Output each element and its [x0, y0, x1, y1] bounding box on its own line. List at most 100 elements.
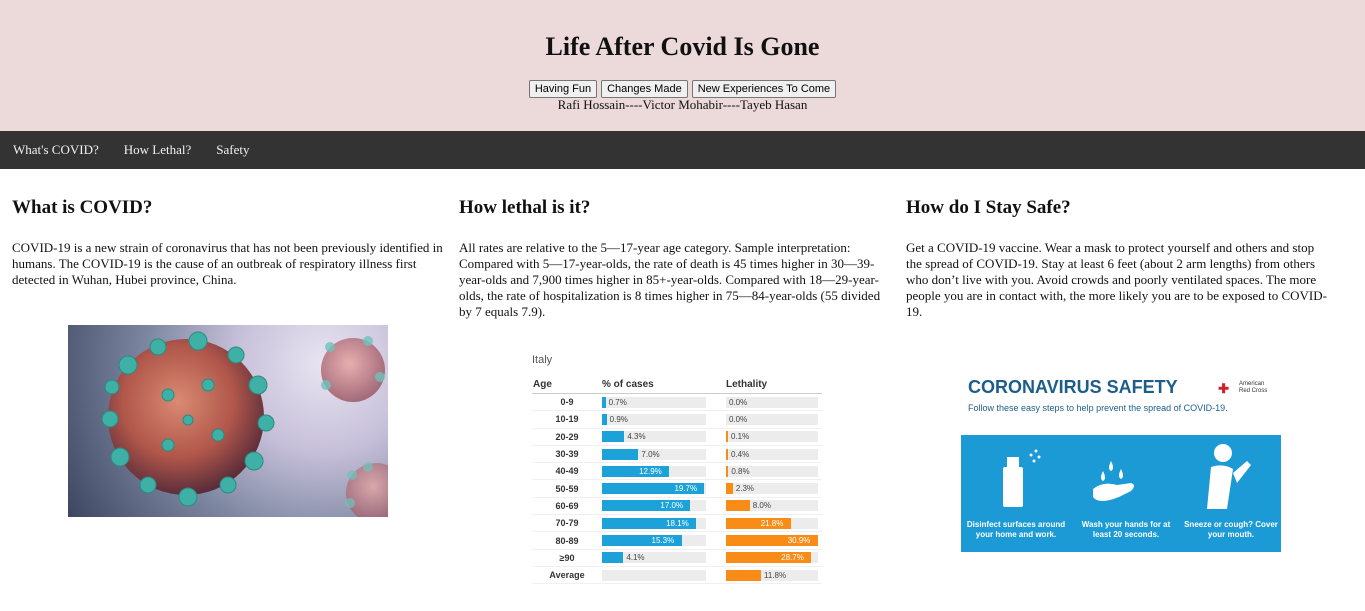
section-heading: How lethal is it?	[459, 197, 591, 218]
red-cross-logo-text: American Red Cross	[1239, 381, 1268, 394]
chart-age-label: 0-9	[560, 397, 574, 408]
sneeze-person-icon	[1207, 444, 1251, 509]
cases-data-label: 12.9%	[639, 466, 662, 476]
lethality-bar	[726, 465, 729, 477]
cases-bar	[602, 413, 607, 425]
safety-step-wash-hands: Wash your hands for at least 20 seconds.	[1081, 520, 1171, 539]
cases-bar	[602, 465, 670, 477]
chart-age-label: 50-59	[555, 483, 579, 494]
chart-row: 50-59 19.7% 2.3%	[532, 480, 822, 498]
lethality-bar-track: 0.0%	[726, 413, 818, 425]
lethality-bar	[726, 448, 728, 460]
cases-bar-track: 12.9%	[602, 465, 706, 477]
section-stay-safe: How do I Stay Safe? Get a COVID-19 vacci…	[906, 169, 1353, 584]
cases-data-label: 18.1%	[666, 518, 689, 528]
coronavirus-illustration	[101, 331, 388, 517]
nav-link-whats-covid[interactable]: What's COVID?	[13, 142, 99, 157]
lethality-data-label: 28.7%	[781, 553, 804, 563]
cases-bar	[602, 396, 606, 408]
lethality-bar-track: 8.0%	[726, 500, 818, 512]
cases-bar-track: 4.1%	[602, 552, 706, 564]
lethality-bar-track: 11.8%	[726, 569, 818, 581]
new-experiences-button[interactable]: New Experiences To Come	[691, 80, 837, 98]
red-cross-icon: ✚	[1218, 381, 1229, 396]
cases-bar	[602, 483, 705, 495]
cases-data-label: 7.0%	[641, 449, 660, 459]
lethality-data-label: 0.4%	[731, 449, 750, 459]
lethality-data-label: 0.0%	[729, 397, 748, 407]
chart-row: 40-49 12.9% 0.8%	[532, 463, 822, 481]
cases-bar-track	[602, 569, 706, 581]
cases-bar-track: 17.0%	[602, 500, 706, 512]
lethality-bar-track: 30.9%	[726, 535, 818, 547]
cases-data-label: 4.3%	[627, 432, 646, 442]
lethality-bar	[726, 552, 812, 564]
safety-step-disinfect: Disinfect surfaces around your home and …	[966, 520, 1066, 539]
authors-line: Rafi Hossain----Victor Mohabir----Tayeb …	[557, 97, 808, 112]
cases-bar	[602, 552, 624, 564]
page-title: Life After Covid Is Gone	[545, 32, 820, 61]
lethality-bar-track: 0.4%	[726, 448, 818, 460]
lethality-data-label: 0.8%	[731, 466, 750, 476]
cases-bar	[602, 500, 691, 512]
lethality-bar	[726, 500, 750, 512]
chart-title: Italy	[532, 354, 553, 366]
section-heading: How do I Stay Safe?	[906, 197, 1071, 218]
chart-row: ≥90 4.1% 28.7%	[532, 550, 822, 567]
chart-row: 80-89 15.3% 30.9%	[532, 532, 822, 550]
lethality-data-label: 30.9%	[787, 536, 811, 546]
cases-data-label: 17.0%	[660, 501, 684, 511]
safety-steps-panel: Disinfect surfaces around your home and …	[961, 435, 1281, 552]
chart-row: 20-29 4.3% 0.1%	[532, 429, 822, 446]
chart-row: Average 11.8%	[532, 567, 822, 585]
chart-age-label: 60-69	[555, 500, 579, 511]
header-button-group: Having Fun Changes Made New Experiences …	[0, 80, 1365, 98]
coronavirus-safety-graphic: CORONAVIRUS SAFETY Follow these easy ste…	[961, 375, 1281, 552]
cases-bar	[602, 517, 697, 529]
lethality-data-label: 8.0%	[752, 501, 771, 511]
lethality-bar	[726, 569, 762, 581]
lethality-bar-track: 0.0%	[726, 396, 818, 408]
cases-bar-track: 0.7%	[602, 396, 706, 408]
chart-age-label: 30-39	[555, 449, 579, 460]
column-header-age: Age	[533, 379, 552, 390]
chart-header-row: Age % of cases Lethality	[532, 376, 822, 394]
cases-data-label: 0.7%	[608, 397, 627, 407]
chart-age-label: 40-49	[555, 466, 579, 477]
nav-link-how-lethal[interactable]: How Lethal?	[123, 142, 192, 157]
chart-row: 60-69 17.0% 8.0%	[532, 498, 822, 516]
top-navbar: What's COVID? How Lethal? Safety	[0, 131, 1365, 169]
lethality-data-label: 11.8%	[764, 570, 787, 580]
lethality-bar	[726, 517, 791, 529]
chart-rows: 0-9 0.7% 0.0% 10-19 0.9% 0.0% 20-29 4.3% 0.1% 30-…	[532, 394, 822, 585]
chart-age-label: 70-79	[555, 518, 579, 529]
cases-bar-track: 15.3%	[602, 535, 706, 547]
cases-bar	[602, 535, 682, 547]
lethality-data-label: 2.3%	[735, 484, 755, 494]
safety-graphic-header: CORONAVIRUS SAFETY Follow these easy ste…	[961, 375, 1281, 427]
having-fun-button[interactable]: Having Fun	[528, 80, 598, 98]
section-text: COVID-19 is a new strain of coronavirus …	[12, 240, 443, 287]
lethality-bar-track: 0.1%	[726, 431, 818, 443]
lethality-bar-track: 0.8%	[726, 465, 818, 477]
cases-data-label: 15.3%	[651, 536, 675, 546]
hand-washing-icon	[1093, 461, 1134, 501]
section-how-lethal: How lethal is it? All rates are relative…	[459, 169, 906, 585]
lethality-data-label: 21.8%	[760, 518, 784, 528]
site-header: Life After Covid Is Gone Having Fun Chan…	[0, 0, 1365, 131]
cases-bar-track: 4.3%	[602, 431, 706, 443]
changes-made-button[interactable]: Changes Made	[601, 80, 688, 98]
chart-age-label: Average	[549, 570, 585, 581]
cases-bar-track: 0.9%	[602, 413, 706, 425]
lethality-data-label: 0.0%	[729, 414, 748, 424]
lethality-bar	[726, 431, 728, 443]
content-columns: What is COVID? COVID-19 is a new strain …	[0, 169, 1365, 585]
nav-link-safety[interactable]: Safety	[216, 142, 250, 157]
chart-age-label: 10-19	[555, 414, 579, 425]
coronavirus-image	[68, 325, 388, 517]
cases-bar-track: 18.1%	[602, 517, 706, 529]
chart-age-label: ≥90	[559, 552, 575, 563]
chart-age-label: 80-89	[555, 535, 579, 546]
cases-bar	[602, 448, 639, 460]
safety-icons	[1003, 444, 1251, 509]
